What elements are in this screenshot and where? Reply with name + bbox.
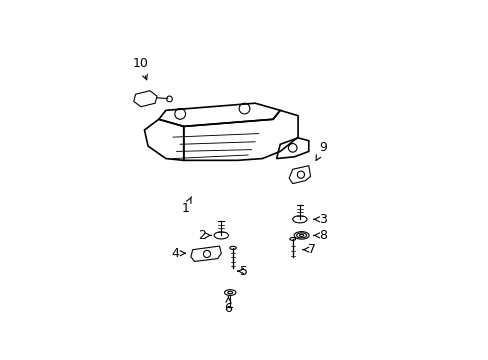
Text: 6: 6 [224, 297, 232, 315]
Text: 3: 3 [313, 213, 326, 226]
Text: 1: 1 [181, 197, 191, 215]
Text: 7: 7 [302, 243, 316, 256]
Text: 8: 8 [313, 229, 326, 242]
Text: 2: 2 [197, 229, 211, 242]
Text: 5: 5 [237, 265, 248, 278]
Text: 4: 4 [170, 247, 185, 260]
Text: 10: 10 [133, 57, 148, 80]
Text: 9: 9 [315, 141, 326, 161]
